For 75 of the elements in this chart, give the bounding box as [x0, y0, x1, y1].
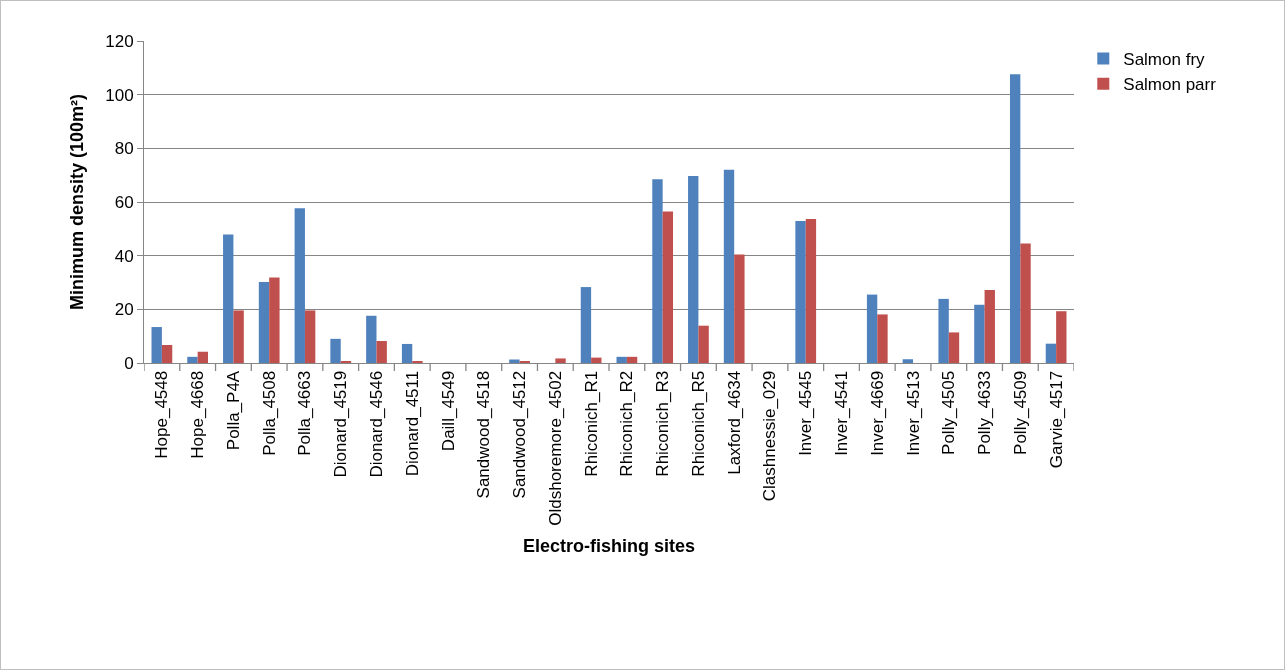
- x-tick-label: Polly_4509: [1010, 370, 1030, 455]
- x-tick-label: Polly_4633: [975, 370, 995, 455]
- x-tick-label: Sandwood_4518: [474, 370, 494, 499]
- bar: [233, 310, 244, 363]
- x-tick-label: Sandwood_4512: [510, 370, 530, 499]
- bar: [294, 208, 305, 363]
- bar: [401, 343, 413, 363]
- bar: [652, 179, 663, 363]
- x-tick-label: Inver_4545: [796, 370, 816, 456]
- bar: [509, 359, 520, 363]
- bar: [258, 281, 270, 363]
- bar: [974, 304, 985, 363]
- y-tick-label: 60: [114, 192, 134, 212]
- bar: [734, 254, 745, 363]
- bar: [223, 234, 234, 363]
- bar: [723, 169, 735, 363]
- y-tick-label: 100: [105, 85, 134, 105]
- bar: [1045, 343, 1057, 363]
- bar: [938, 298, 949, 363]
- x-tick-label: Inver_4513: [903, 370, 923, 456]
- bar: [1020, 243, 1031, 363]
- bar: [304, 310, 316, 363]
- x-tick-label: Garvie_4517: [1046, 370, 1066, 469]
- bar: [1056, 311, 1067, 363]
- x-tick-label: Dionard_4519: [331, 370, 351, 478]
- x-tick-label: Hope_4548: [152, 370, 172, 459]
- x-tick-label: Polly_4505: [939, 370, 959, 455]
- x-tick-label: Dionard_4546: [367, 370, 387, 478]
- bar: [688, 175, 699, 363]
- x-tick-label: Rhiconich_R5: [688, 370, 708, 477]
- bar: [366, 315, 377, 363]
- bar: [161, 345, 173, 363]
- legend-label: Salmon parr: [1123, 75, 1217, 95]
- bar: [187, 356, 198, 363]
- bar: [877, 314, 888, 363]
- bar: [902, 359, 914, 363]
- bar: [1009, 74, 1021, 363]
- legend-label: Salmon fry: [1123, 50, 1206, 70]
- x-tick-label: Inver_4669: [867, 370, 887, 456]
- x-tick-label: Rhiconich_R2: [617, 370, 637, 477]
- x-tick-label: Oldshoremore_4502: [545, 370, 565, 526]
- bar: [580, 287, 592, 363]
- bar: [626, 356, 638, 363]
- bar: [805, 218, 817, 363]
- x-tick-label: Rhiconich_R1: [581, 370, 601, 477]
- x-tick-label: Clashnessie_029: [760, 370, 780, 502]
- x-tick-label: Inver_4541: [832, 370, 852, 456]
- x-tick-label: Polla_4663: [295, 370, 315, 456]
- x-tick-label: Polla_P4A: [223, 370, 243, 451]
- y-tick-label: 40: [114, 246, 134, 266]
- y-tick-label: 120: [105, 31, 134, 51]
- bar: [984, 290, 995, 363]
- y-tick-label: 0: [124, 353, 134, 373]
- bar: [795, 221, 806, 363]
- x-axis-title: Electro-fishing sites: [522, 535, 696, 556]
- x-tick-label: Daill_4549: [438, 370, 458, 452]
- bar: [151, 327, 162, 363]
- bar: [616, 356, 627, 363]
- x-tick-label: Laxford_4634: [724, 370, 744, 475]
- x-tick-label: Rhiconich_R3: [653, 370, 673, 477]
- bar: [866, 294, 878, 363]
- y-tick-label: 80: [114, 139, 134, 159]
- y-axis-title: Minimum density (100m²): [67, 93, 88, 311]
- bar: [197, 351, 209, 363]
- bar: [269, 277, 280, 363]
- x-tick-label: Hope_4668: [188, 370, 208, 459]
- bar: [948, 332, 960, 363]
- bar: [330, 338, 341, 363]
- bar: [662, 211, 674, 363]
- bar: [376, 341, 387, 363]
- bar: [555, 358, 566, 363]
- y-tick-label: 20: [114, 300, 134, 320]
- bar: [698, 325, 709, 363]
- x-tick-label: Dionard_4511: [402, 370, 422, 477]
- x-tick-label: Polla_4508: [259, 370, 279, 456]
